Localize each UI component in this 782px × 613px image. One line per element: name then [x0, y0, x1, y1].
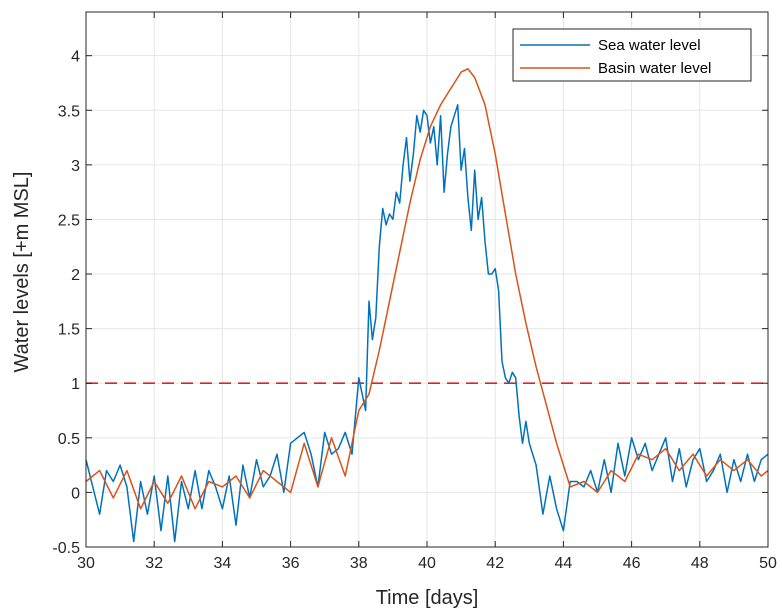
y-tick-label: 2.5: [58, 212, 80, 229]
x-tick-label: 48: [691, 555, 709, 572]
x-tick-label: 30: [77, 555, 95, 572]
x-tick-label: 42: [486, 555, 504, 572]
x-tick-label: 50: [759, 555, 777, 572]
x-tick-label: 40: [418, 555, 436, 572]
y-axis-ticks: -0.5 0 0.5 1 1.5 2 2.5 3 3.5 4: [52, 49, 768, 557]
legend-box: [512, 28, 752, 82]
series-group: [85, 68, 769, 543]
x-tick-label: 46: [623, 555, 641, 572]
legend-label-basin: Basin water level: [598, 60, 711, 77]
y-tick-label: 1.5: [58, 322, 80, 339]
y-tick-label: 3.5: [58, 103, 80, 120]
y-tick-label: -0.5: [52, 540, 80, 557]
x-tick-label: 36: [282, 555, 300, 572]
x-axis-ticks: 30 32 34 36 38 40 42 44 46 48 50: [77, 12, 777, 572]
y-tick-label: 0.5: [58, 431, 80, 448]
legend-label-sea: Sea water level: [598, 37, 701, 54]
x-tick-label: 34: [214, 555, 232, 572]
y-axis-label: Water levels [+m MSL]: [11, 172, 33, 373]
x-tick-label: 38: [350, 555, 368, 572]
y-tick-label: 1: [71, 376, 80, 393]
y-tick-label: 0: [71, 485, 80, 502]
y-tick-label: 3: [71, 158, 80, 175]
series-line-1: [85, 68, 769, 510]
legend: Sea water level Basin water level: [512, 28, 752, 82]
y-tick-label: 2: [71, 267, 80, 284]
x-tick-label: 32: [145, 555, 163, 572]
y-tick-label: 4: [71, 49, 80, 66]
x-axis-label: Time [days]: [376, 587, 479, 609]
x-tick-label: 44: [555, 555, 573, 572]
